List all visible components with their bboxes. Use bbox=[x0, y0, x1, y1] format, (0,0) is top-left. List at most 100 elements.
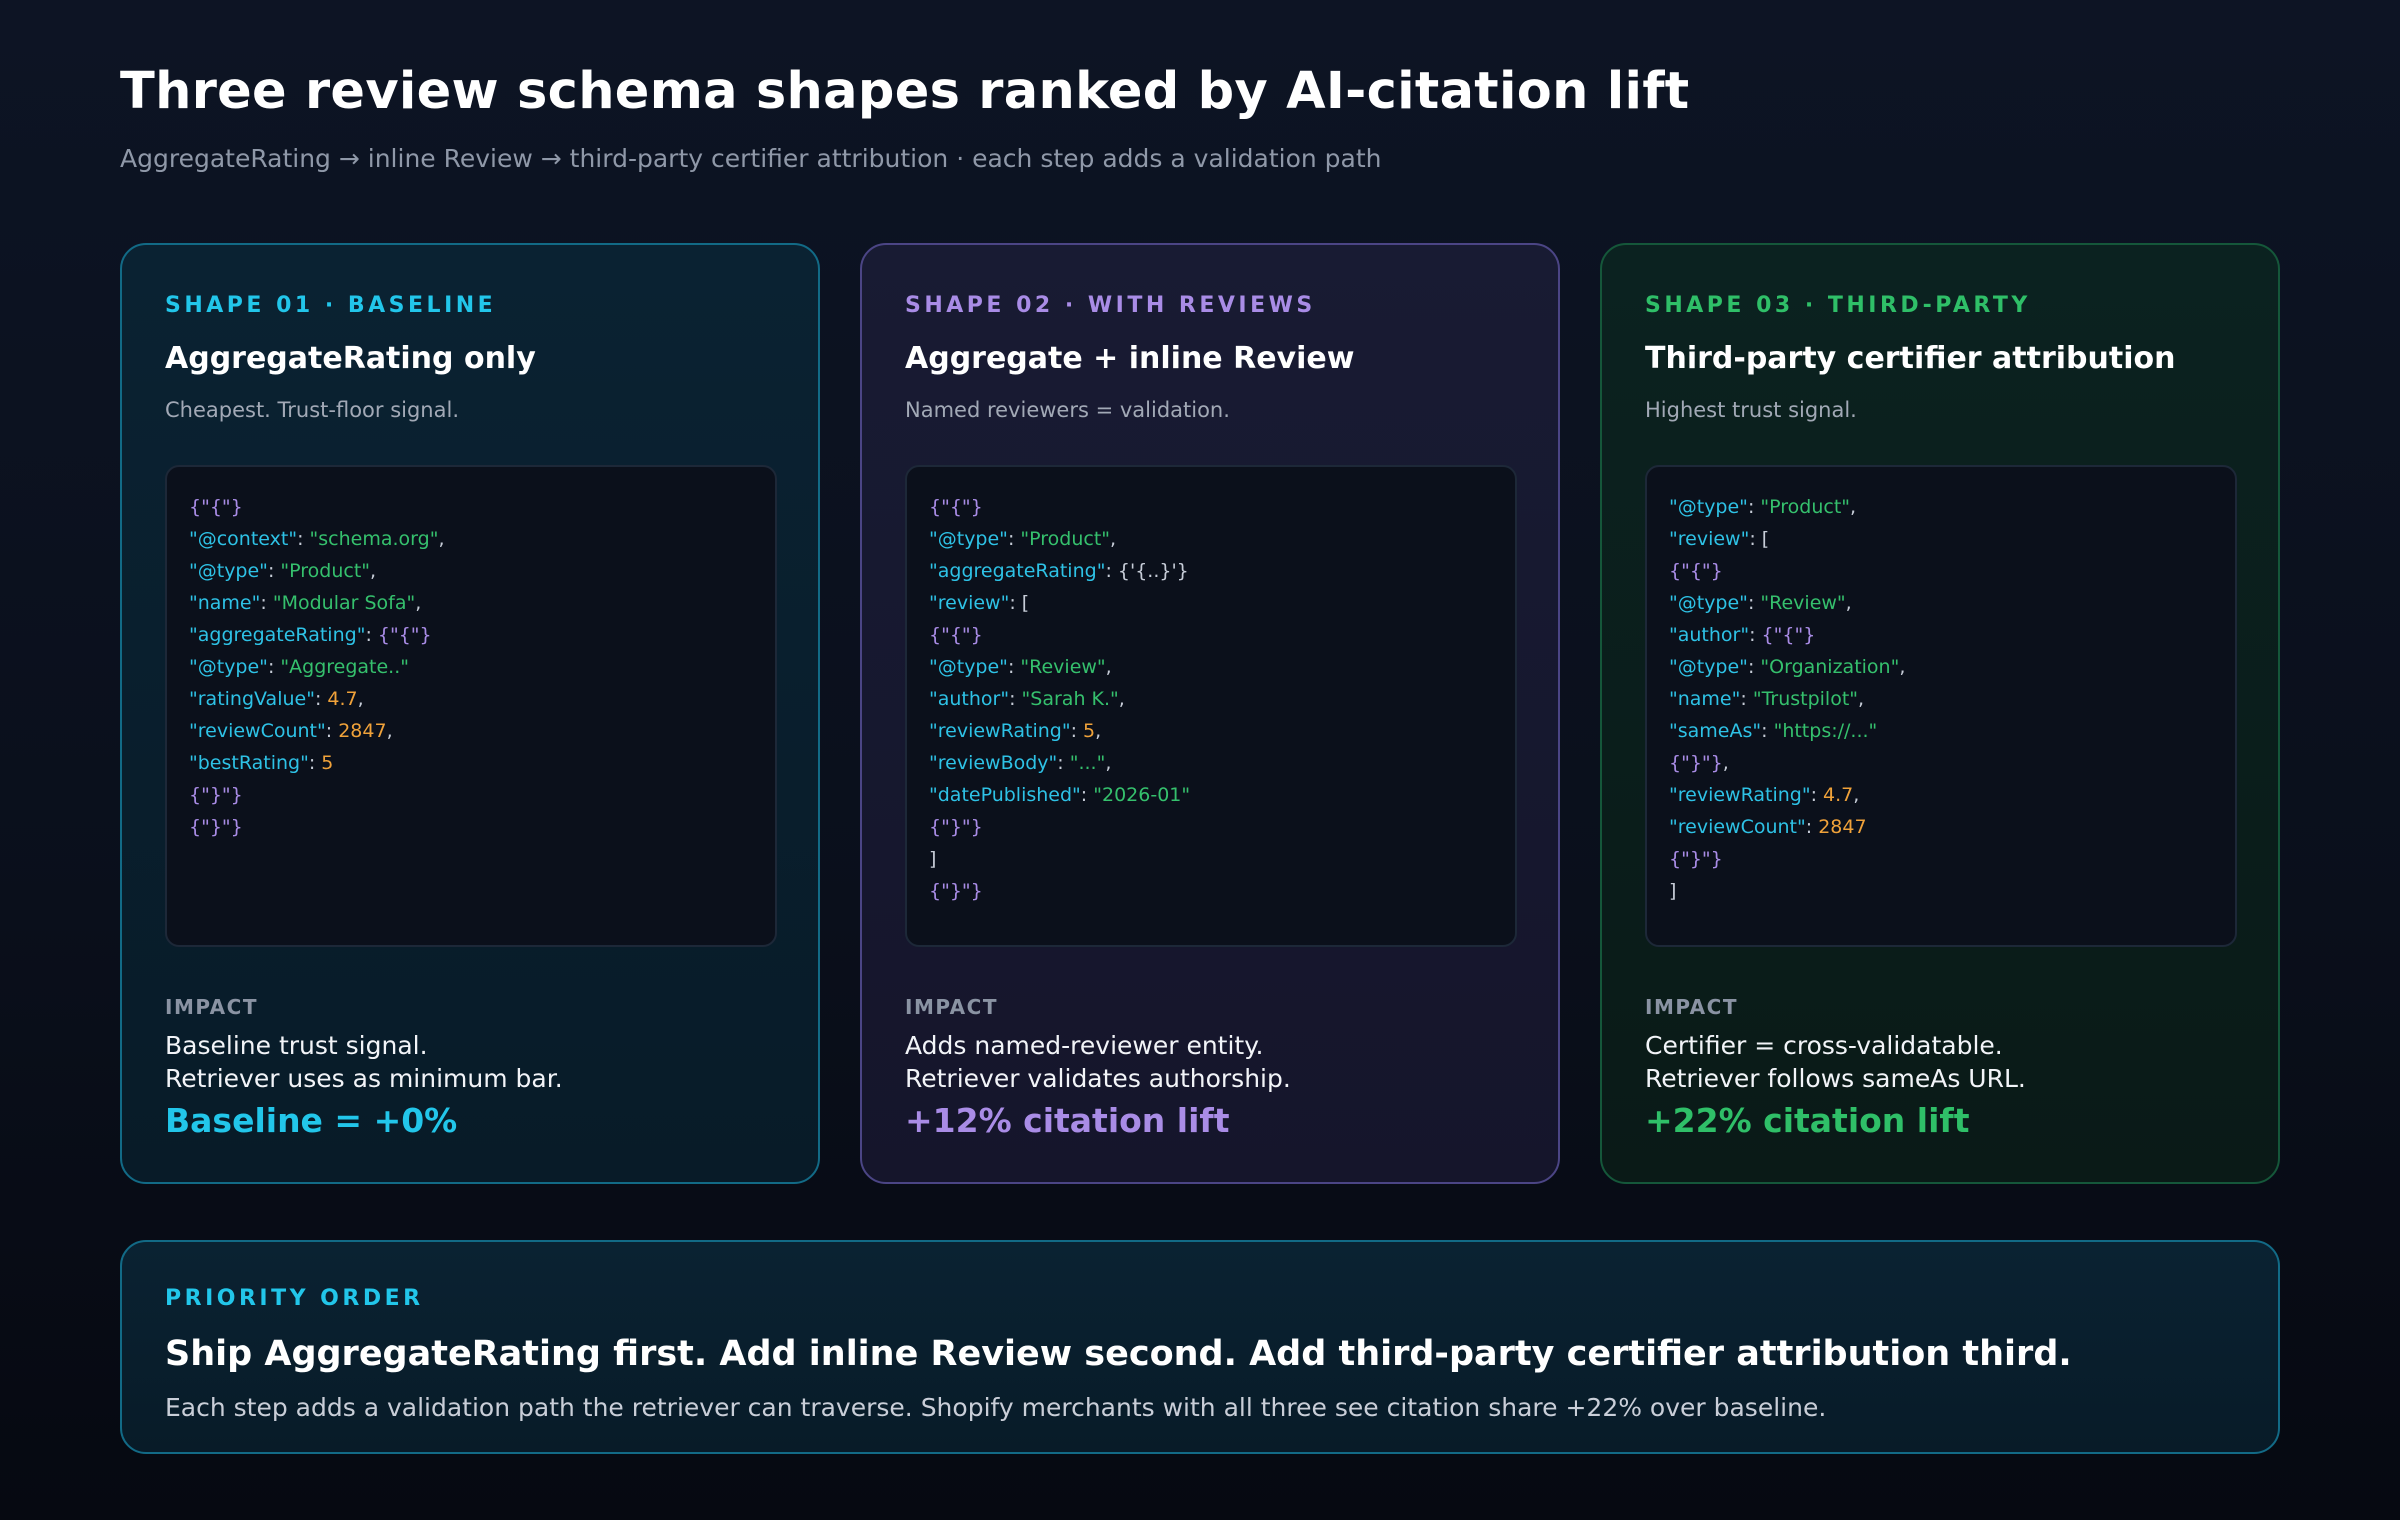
code-token: : bbox=[308, 752, 322, 774]
code-token: : {'{..}'} bbox=[1105, 560, 1189, 582]
code-line: "reviewRating": 4.7, bbox=[1669, 779, 2213, 811]
code-line: {"}"}, bbox=[1669, 747, 2213, 779]
impact-text: Baseline trust signal. Retriever uses as… bbox=[165, 1029, 563, 1095]
code-token: : bbox=[1057, 752, 1070, 774]
code-token: 2847 bbox=[338, 720, 387, 742]
code-token: "Product" bbox=[280, 560, 371, 582]
code-token: "review" bbox=[929, 592, 1010, 614]
code-token: : bbox=[267, 656, 281, 678]
impact-text: Certifier = cross-validatable. Retriever… bbox=[1645, 1029, 2026, 1095]
code-token: , bbox=[1105, 656, 1112, 678]
card-title: Aggregate + inline Review bbox=[905, 341, 1355, 376]
code-token: {"}"} bbox=[189, 816, 243, 838]
code-token: "2026-01" bbox=[1093, 784, 1191, 806]
code-token: : bbox=[1747, 656, 1761, 678]
code-token: {"{"} bbox=[1761, 624, 1816, 646]
shape-card-baseline: SHAPE 01 · BASELINE AggregateRating only… bbox=[120, 243, 820, 1184]
code-token: "@type" bbox=[1669, 656, 1748, 678]
code-token: , bbox=[1853, 784, 1860, 806]
impact-value: +22% citation lift bbox=[1645, 1101, 1970, 1140]
impact-line: Retriever follows sameAs URL. bbox=[1645, 1064, 2026, 1093]
code-token: {"}"} bbox=[189, 784, 243, 806]
code-token: "name" bbox=[1669, 688, 1741, 710]
code-line: "review": [ bbox=[929, 587, 1493, 619]
code-line: "@type": "Product", bbox=[1669, 491, 2213, 523]
code-line: "@type": "Aggregate.." bbox=[189, 651, 753, 683]
code-token: {"}"} bbox=[929, 880, 983, 902]
code-token: , bbox=[386, 720, 393, 742]
code-token: , bbox=[415, 592, 422, 614]
code-token: "author" bbox=[1669, 624, 1750, 646]
code-token: {"{"} bbox=[377, 624, 432, 646]
code-line: "aggregateRating": {'{..}'} bbox=[929, 555, 1493, 587]
code-token: , bbox=[1850, 496, 1857, 518]
code-token: : bbox=[314, 688, 328, 710]
code-token: 2847 bbox=[1818, 816, 1867, 838]
impact-line: Retriever validates authorship. bbox=[905, 1064, 1291, 1093]
code-token: {"}"} bbox=[929, 816, 983, 838]
code-token: {"}"} bbox=[1669, 848, 1723, 870]
code-token: : [ bbox=[1009, 592, 1030, 614]
code-token: , bbox=[1095, 720, 1102, 742]
code-token: : bbox=[1070, 720, 1084, 742]
code-token: "reviewBody" bbox=[929, 752, 1058, 774]
code-token: : bbox=[365, 624, 378, 646]
priority-headline: Ship AggregateRating first. Add inline R… bbox=[165, 1334, 2072, 1374]
code-token: 4.7 bbox=[1823, 784, 1854, 806]
code-line: "@type": "Review", bbox=[929, 651, 1493, 683]
card-description: Cheapest. Trust-floor signal. bbox=[165, 398, 459, 422]
code-token: "datePublished" bbox=[929, 784, 1081, 806]
code-token: 5 bbox=[1083, 720, 1096, 742]
card-title: Third-party certifier attribution bbox=[1645, 341, 2176, 376]
code-token: "https://..." bbox=[1773, 720, 1878, 742]
impact-label: IMPACT bbox=[1645, 995, 1738, 1019]
code-token: "@type" bbox=[1669, 496, 1748, 518]
code-line: "ratingValue": 4.7, bbox=[189, 683, 753, 715]
code-token: "aggregateRating" bbox=[929, 560, 1106, 582]
code-token: "Trustpilot" bbox=[1752, 688, 1859, 710]
impact-text: Adds named-reviewer entity. Retriever va… bbox=[905, 1029, 1291, 1095]
code-token: "review" bbox=[1669, 528, 1750, 550]
code-line: {"}"} bbox=[929, 811, 1493, 843]
card-eyebrow: SHAPE 02 · WITH REVIEWS bbox=[905, 293, 1316, 318]
code-token: "@type" bbox=[189, 656, 268, 678]
code-token: : bbox=[1810, 784, 1824, 806]
impact-value: Baseline = +0% bbox=[165, 1101, 458, 1140]
impact-line: Certifier = cross-validatable. bbox=[1645, 1031, 2003, 1060]
priority-body: Each step adds a validation path the ret… bbox=[165, 1393, 1827, 1422]
code-token: "Product" bbox=[1760, 496, 1851, 518]
code-line: "sameAs": "https://..." bbox=[1669, 715, 2213, 747]
card-description: Named reviewers = validation. bbox=[905, 398, 1230, 422]
code-token: "reviewCount" bbox=[1669, 816, 1806, 838]
impact-label: IMPACT bbox=[905, 995, 998, 1019]
code-token: , bbox=[1110, 528, 1117, 550]
code-token: ] bbox=[1669, 880, 1677, 902]
code-line: {"{"} bbox=[929, 491, 1493, 523]
code-token: "Aggregate.." bbox=[280, 656, 409, 678]
code-token: : bbox=[1080, 784, 1094, 806]
code-line: {"}"} bbox=[929, 875, 1493, 907]
code-token: "@type" bbox=[189, 560, 268, 582]
code-line: "reviewCount": 2847 bbox=[1669, 811, 2213, 843]
code-line: "aggregateRating": {"{"} bbox=[189, 619, 753, 651]
code-token: "@type" bbox=[929, 656, 1008, 678]
code-token: "author" bbox=[929, 688, 1010, 710]
code-line: {"}"} bbox=[189, 779, 753, 811]
code-token: : bbox=[1740, 688, 1753, 710]
code-line: {"}"} bbox=[189, 811, 753, 843]
code-token: , bbox=[1845, 592, 1852, 614]
code-token: {"{"} bbox=[929, 496, 983, 518]
code-line: {"{"} bbox=[189, 491, 753, 523]
code-token: "..." bbox=[1069, 752, 1106, 774]
code-token: 5 bbox=[321, 752, 334, 774]
code-token: "Review" bbox=[1760, 592, 1846, 614]
code-token: "@type" bbox=[1669, 592, 1748, 614]
code-token: : bbox=[260, 592, 273, 614]
impact-line: Baseline trust signal. bbox=[165, 1031, 428, 1060]
code-block: {"{"} "@type": "Product", "aggregateRating… bbox=[905, 465, 1517, 947]
code-line: "reviewRating": 5, bbox=[929, 715, 1493, 747]
code-line: ] bbox=[1669, 875, 2213, 907]
code-token: : bbox=[1749, 624, 1762, 646]
code-token: "@context" bbox=[189, 528, 298, 550]
